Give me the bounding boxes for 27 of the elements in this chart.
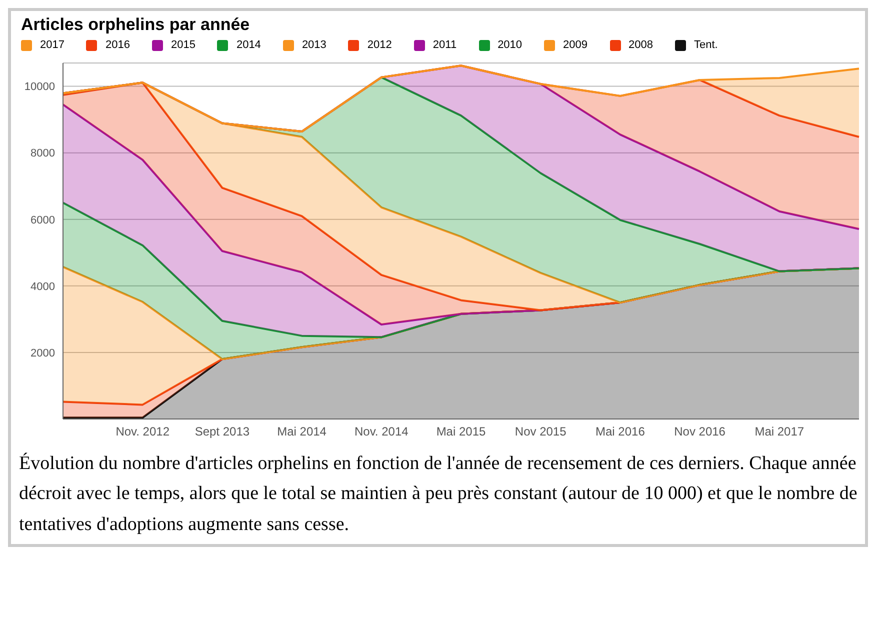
x-tick-label: Mai 2016	[596, 424, 646, 439]
legend-label: 2015	[170, 39, 196, 51]
x-tick-label: Nov 2015	[514, 424, 567, 439]
legend-label: 2014	[235, 39, 261, 51]
y-tick-label: 6000	[30, 214, 55, 226]
y-tick-label: 4000	[30, 280, 55, 293]
legend-label: 2017	[39, 39, 64, 51]
legend-label: 2009	[562, 39, 588, 51]
chart-title: Articles orphelins par année	[20, 15, 251, 35]
legend-label: 2012	[366, 39, 392, 51]
legend-label: 2010	[496, 39, 522, 51]
x-tick-label: Nov. 2012	[116, 424, 170, 439]
y-tick-label: 8000	[30, 148, 55, 160]
text: Évolution du nombre d'articles orphelins en fonction de l'année de recensement de ces derniers. Chaque année décroit avec le temps, alors que le total se maintien à peu près constant (autour de 10 000) et que le nombre de tentatives d'adoptions augmente sans cesse.	[18, 452, 858, 537]
x-tick-label: Mai 2014	[277, 424, 327, 439]
legend-label: 2011	[432, 39, 457, 51]
legend-label: Tent.	[693, 39, 718, 51]
y-tick-label: 2000	[30, 347, 55, 360]
x-tick-label: Sept 2013	[194, 424, 250, 439]
y-tick-label: 10000	[24, 81, 55, 94]
legend-label: 2013	[300, 39, 326, 51]
x-tick-label: Nov. 2014	[354, 424, 409, 439]
legend-label: 2016	[104, 39, 130, 51]
legend-label: 2008	[628, 39, 654, 51]
x-tick-label: Mai 2015	[436, 424, 486, 439]
x-tick-label: Mai 2017	[754, 424, 804, 439]
x-tick-label: Nov 2016	[674, 424, 726, 439]
